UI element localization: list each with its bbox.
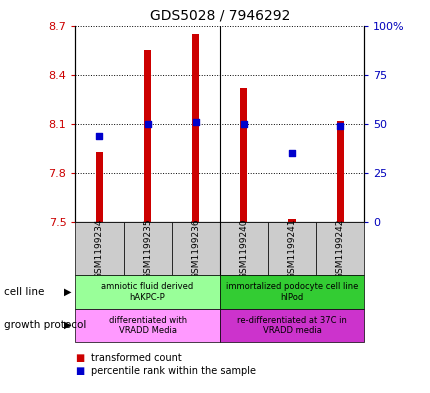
Text: GSM1199241: GSM1199241	[287, 219, 296, 279]
Text: cell line: cell line	[4, 287, 45, 297]
Text: ■: ■	[75, 366, 84, 376]
Bar	[75, 275, 219, 309]
Bar	[315, 222, 363, 275]
Bar	[219, 222, 267, 275]
Text: percentile rank within the sample: percentile rank within the sample	[90, 366, 255, 376]
Text: GSM1199236: GSM1199236	[191, 218, 200, 279]
Bar	[95, 152, 103, 222]
Point	[288, 150, 295, 156]
Bar	[219, 309, 363, 342]
Point	[96, 132, 103, 139]
Bar	[144, 50, 151, 222]
Bar	[75, 309, 219, 342]
Text: immortalized podocyte cell line
hIPod: immortalized podocyte cell line hIPod	[225, 282, 357, 301]
Bar	[336, 121, 343, 222]
Text: ▶: ▶	[64, 287, 72, 297]
Point	[144, 121, 151, 127]
Text: GSM1199234: GSM1199234	[95, 219, 104, 279]
Text: differentiated with
VRADD Media: differentiated with VRADD Media	[108, 316, 186, 335]
Text: growth protocol: growth protocol	[4, 320, 86, 330]
Bar	[75, 222, 123, 275]
Text: GSM1199242: GSM1199242	[335, 219, 344, 279]
Bar	[192, 34, 199, 222]
Text: ■: ■	[75, 353, 84, 363]
Bar	[240, 88, 247, 222]
Bar	[219, 275, 363, 309]
Bar	[267, 222, 315, 275]
Bar	[288, 219, 295, 222]
Point	[240, 121, 247, 127]
Text: GSM1199240: GSM1199240	[239, 219, 248, 279]
Bar	[171, 222, 219, 275]
Text: GSM1199235: GSM1199235	[143, 218, 152, 279]
Text: ▶: ▶	[64, 320, 72, 330]
Bar	[123, 222, 171, 275]
Point	[192, 119, 199, 125]
Title: GDS5028 / 7946292: GDS5028 / 7946292	[149, 9, 289, 23]
Text: re-differentiated at 37C in
VRADD media: re-differentiated at 37C in VRADD media	[237, 316, 346, 335]
Point	[336, 123, 343, 129]
Text: transformed count: transformed count	[90, 353, 181, 363]
Text: amniotic fluid derived
hAKPC-P: amniotic fluid derived hAKPC-P	[101, 282, 194, 301]
